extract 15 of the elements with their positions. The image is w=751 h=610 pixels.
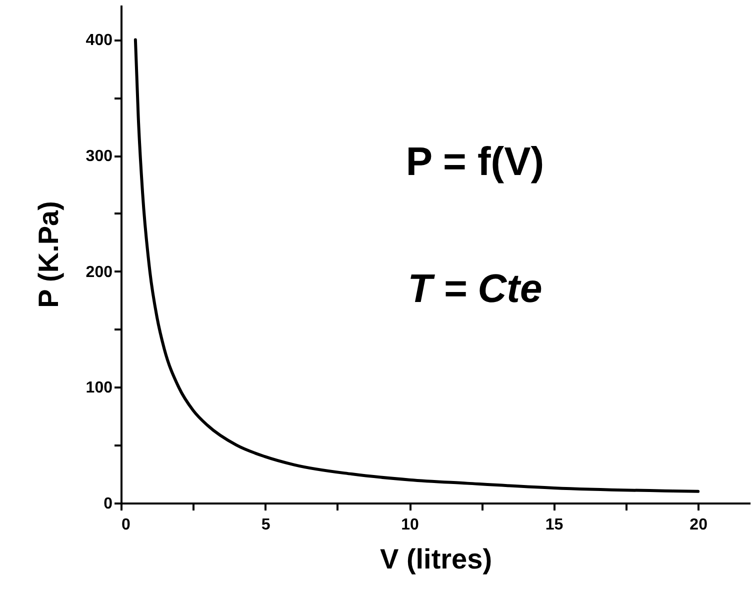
y-tick-label: 200 [86, 264, 113, 281]
y-tick-label: 0 [104, 496, 113, 512]
x-tick-label: 5 [261, 516, 270, 534]
x-tick-label: 0 [122, 516, 130, 534]
y-tick-label: 300 [86, 148, 113, 166]
annotation: T = Cte [408, 267, 542, 311]
x-tick-label: 15 [545, 516, 564, 534]
y-axis-title: P (K.Pa) [32, 201, 64, 308]
y-tick-label: 400 [86, 32, 113, 50]
x-tick-label: 10 [401, 516, 420, 534]
annotation: P = f(V) [406, 140, 544, 184]
x-axis-title: V (litres) [380, 544, 492, 574]
y-tick-label: 100 [86, 380, 113, 397]
x-tick-label: 20 [690, 516, 708, 534]
line-series [134, 38, 700, 493]
